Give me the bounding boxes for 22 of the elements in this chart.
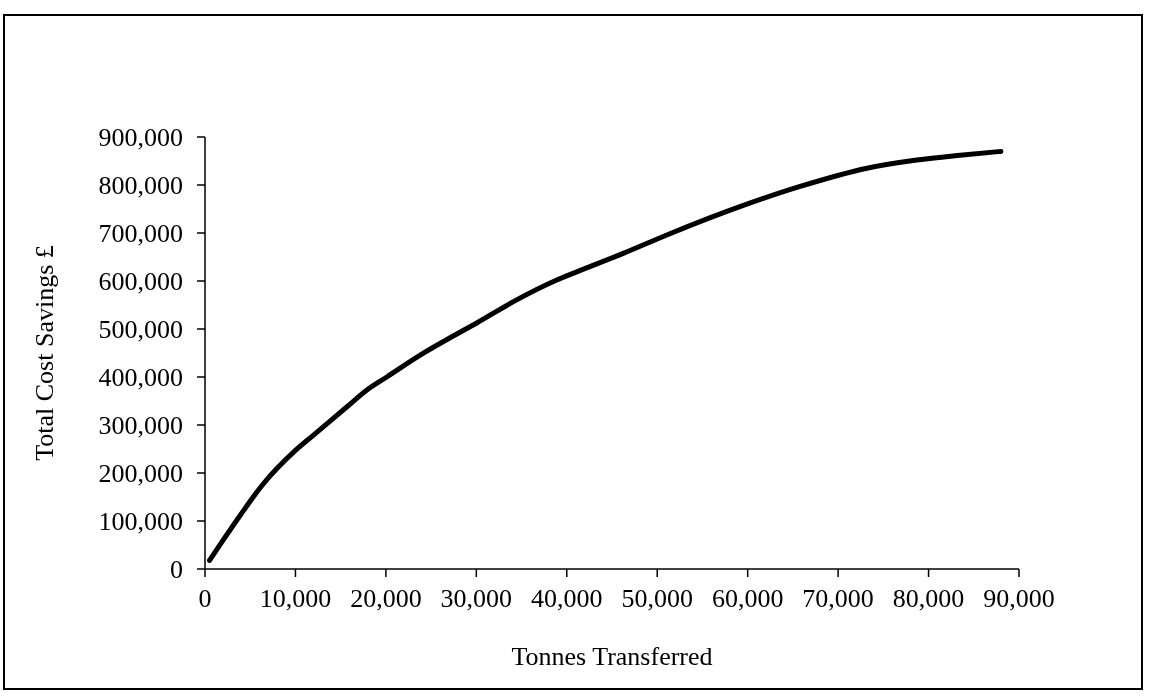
x-tick-label: 70,000 bbox=[802, 584, 874, 614]
y-tick-label: 300,000 bbox=[98, 411, 183, 441]
y-axis-title: Total Cost Savings £ bbox=[29, 245, 59, 461]
y-tick-label: 0 bbox=[170, 555, 183, 585]
x-tick-label: 80,000 bbox=[892, 584, 965, 614]
y-tick-label: 900,000 bbox=[98, 123, 183, 153]
x-tick-label: 40,000 bbox=[531, 584, 603, 614]
x-tick-label: 50,000 bbox=[621, 584, 693, 614]
x-tick-label: 30,000 bbox=[440, 584, 513, 614]
x-tick-label: 90,000 bbox=[983, 584, 1055, 614]
x-tick-label: 0 bbox=[198, 584, 212, 614]
x-tick-label: 20,000 bbox=[350, 584, 422, 614]
y-tick-label: 200,000 bbox=[98, 459, 183, 489]
y-tick-label: 400,000 bbox=[98, 363, 183, 393]
y-tick-label: 700,000 bbox=[98, 219, 183, 249]
y-tick-label: 800,000 bbox=[98, 171, 183, 201]
y-tick-label: 100,000 bbox=[98, 507, 183, 537]
x-axis-title: Tonnes Transferred bbox=[511, 642, 713, 671]
y-tick-label: 500,000 bbox=[98, 315, 183, 345]
x-tick-label: 60,000 bbox=[711, 584, 784, 614]
x-tick-label: 10,000 bbox=[259, 584, 332, 614]
y-tick-label: 600,000 bbox=[98, 267, 183, 297]
